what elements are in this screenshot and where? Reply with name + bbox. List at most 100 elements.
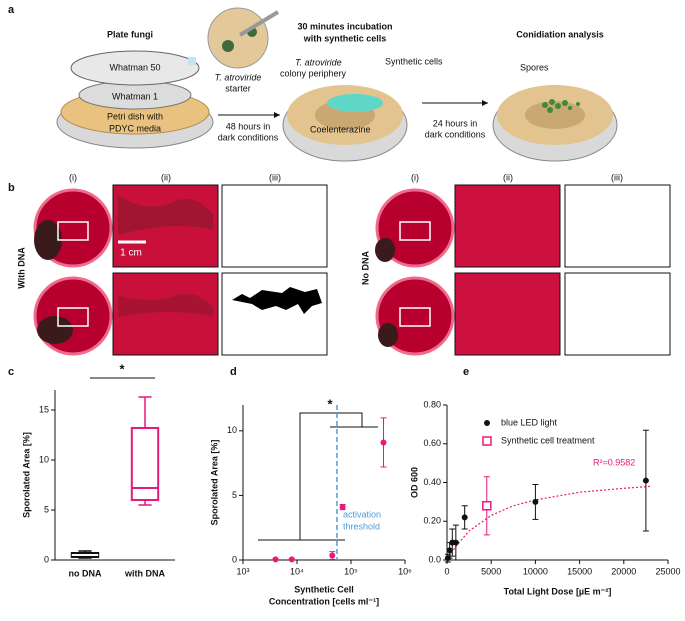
x-tick-label: 25000 — [655, 566, 680, 576]
x-tick-label: 0 — [444, 566, 449, 576]
axis-line — [446, 405, 668, 561]
label: Whatman 50 — [109, 62, 160, 72]
label: PDYC media — [109, 123, 161, 133]
y-axis-title: Sporolated Area [%] — [21, 432, 31, 518]
label: dark conditions — [425, 129, 486, 139]
significance: * — [119, 361, 125, 376]
x-tick-label: 10000 — [523, 566, 548, 576]
x-tick-label: 10⁴ — [290, 566, 304, 576]
label: T. atroviride — [295, 57, 342, 67]
point — [329, 552, 336, 559]
x-tick-label: 20000 — [611, 566, 636, 576]
y-tick-label: 0.20 — [423, 516, 441, 526]
point — [461, 514, 468, 521]
plate-images — [33, 184, 671, 356]
scale-bar-label: 1 cm — [120, 248, 142, 259]
label: Whatman 1 — [112, 91, 158, 101]
point — [532, 498, 539, 505]
label: Coelenterazine — [310, 124, 371, 134]
label: starter — [225, 83, 251, 93]
threshold-label: threshold — [343, 521, 380, 531]
y-tick-label: 0.60 — [423, 438, 441, 448]
legend-marker — [484, 420, 490, 426]
axis-line — [242, 405, 405, 561]
panel-label: d — [230, 366, 237, 378]
column-header: (ii) — [503, 172, 513, 182]
label: dark conditions — [218, 132, 279, 142]
y-tick-label: 0 — [232, 554, 237, 564]
whatman-50 — [70, 50, 200, 86]
legend-label: blue LED light — [501, 417, 558, 427]
label: Spores — [520, 62, 549, 72]
point — [642, 477, 649, 484]
label: colony periphery — [280, 68, 347, 78]
x-tick-label: 15000 — [567, 566, 592, 576]
step-title: Plate fungi — [107, 29, 153, 39]
point — [288, 556, 295, 563]
threshold-label: activation — [343, 509, 381, 519]
fit-annotation: R²=0.9582 — [593, 457, 635, 467]
x-axis-title: Concentration [cells ml⁻¹] — [269, 596, 379, 606]
step-title: Conidiation analysis — [516, 29, 604, 39]
legend-label: Synthetic cell treatment — [501, 435, 595, 445]
point — [452, 539, 459, 546]
x-tick-label: 10³ — [236, 566, 249, 576]
pipette — [238, 10, 280, 37]
label: 24 hours in — [433, 118, 478, 128]
row-label: No DNA — [360, 251, 370, 285]
y-tick-label: 0.40 — [423, 477, 441, 487]
column-header: (iii) — [611, 172, 623, 182]
step-title: with synthetic cells — [303, 33, 387, 43]
column-header: (i) — [411, 172, 419, 182]
step-title: 30 minutes incubation — [297, 21, 392, 31]
panel-label: c — [8, 366, 14, 378]
point — [339, 504, 346, 511]
panel-label: a — [8, 4, 15, 16]
x-axis-title: Synthetic Cell — [294, 584, 354, 594]
box — [130, 427, 160, 501]
x-tick-label: 10⁵ — [344, 566, 358, 576]
y-axis-title: OD 600 — [409, 467, 419, 498]
label: Petri dish with — [107, 111, 163, 121]
y-tick-label: 10 — [39, 454, 49, 464]
plug — [188, 57, 196, 65]
significance-bracket — [258, 412, 378, 541]
label: Synthetic cells — [385, 56, 443, 66]
column-header: (iii) — [269, 172, 281, 182]
spores — [542, 99, 580, 113]
y-tick-label: 15 — [39, 404, 49, 414]
legend-marker — [482, 436, 492, 446]
y-tick-label: 0 — [44, 554, 49, 564]
arrowhead — [482, 100, 488, 106]
y-tick-label: 0.0 — [428, 554, 441, 564]
column-header: (ii) — [161, 172, 171, 182]
y-tick-label: 5 — [44, 504, 49, 514]
y-tick-label: 0.80 — [423, 399, 441, 409]
starter-dish — [207, 7, 269, 69]
x-tick-label: 5000 — [481, 566, 501, 576]
significance: * — [327, 396, 333, 411]
colony — [222, 40, 234, 52]
point — [482, 501, 492, 511]
row-label: With DNA — [16, 247, 26, 289]
colony — [525, 101, 585, 129]
point — [272, 556, 279, 563]
fit-curve — [446, 485, 651, 561]
x-axis-title: Total Light Dose [µE m⁻²] — [504, 586, 612, 596]
x-tick-label: no DNA — [69, 568, 102, 578]
x-tick-label: with DNA — [124, 568, 165, 578]
y-tick-label: 5 — [232, 490, 237, 500]
panel-label: e — [463, 366, 469, 378]
y-tick-label: 10 — [227, 425, 237, 435]
label: T. atroviride — [215, 72, 262, 82]
arrowhead — [274, 112, 280, 118]
panel-label: b — [8, 182, 15, 194]
point — [446, 547, 453, 554]
x-tick-label: 10⁶ — [398, 566, 412, 576]
column-header: (i) — [69, 172, 77, 182]
point — [380, 439, 387, 446]
label: 48 hours in — [226, 121, 271, 131]
synthetic-cells — [327, 94, 383, 112]
y-axis-title: Sporolated Area [%] — [209, 440, 219, 526]
